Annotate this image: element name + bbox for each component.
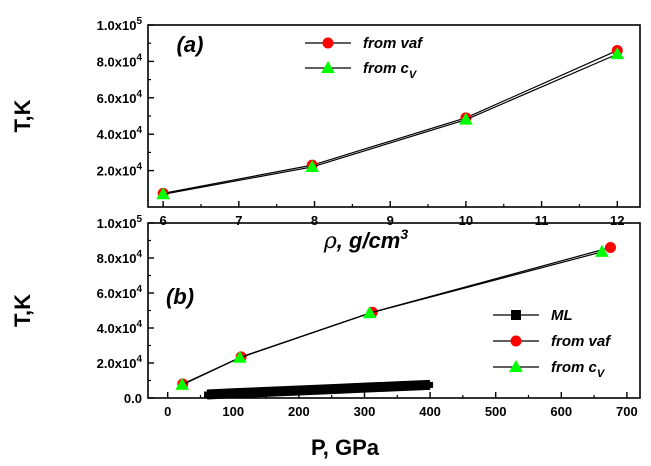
legend-label: from cV <box>363 60 418 81</box>
data-point <box>459 112 473 125</box>
series-line <box>181 251 603 386</box>
series-line <box>182 246 611 385</box>
x-tick-label: 7 <box>235 213 242 228</box>
data-point <box>595 244 609 257</box>
panel-label-b: (b) <box>166 284 194 309</box>
legend-a: from vaf from cV <box>305 35 424 81</box>
x-tick-label: 10 <box>459 213 473 228</box>
series-b-1 <box>177 242 616 390</box>
y-axis-title: T,K <box>10 294 35 327</box>
data-point-ml <box>427 381 434 388</box>
x-axis-title: P, GPa <box>311 435 380 460</box>
data-point <box>175 377 189 390</box>
legend-marker <box>511 310 521 320</box>
data-point <box>305 159 320 172</box>
data-point <box>362 306 377 319</box>
data-point <box>610 47 625 60</box>
y-tick-label: 8.0x104 <box>97 249 143 266</box>
legend-label: from cV <box>551 359 606 380</box>
x-tick-label: 8 <box>311 213 318 228</box>
y-tick-label: 8.0x104 <box>97 52 143 69</box>
x-axis-title: ρ, g/cm3 <box>323 226 409 254</box>
panel-b: 0 100 200 300 400 500 600 700 0.0 2.0x104 4.0x104 6… <box>10 214 641 460</box>
data-point-ml <box>361 384 368 391</box>
x-tick-label: 400 <box>419 404 441 419</box>
legend-marker <box>322 37 334 49</box>
plot-frame-a <box>147 24 641 208</box>
y-tick-label: 2.0x104 <box>97 354 143 371</box>
series-a-1 <box>156 47 625 200</box>
y-tick-label: 2.0x104 <box>97 162 143 179</box>
panel-a: 6 7 8 9 10 11 12 2.0x104 4.0x104 6.0x104 8.0x104 1.… <box>10 16 641 254</box>
legend-label: from vaf <box>551 333 612 350</box>
x-tick-label: 11 <box>535 213 549 228</box>
legend-b: ML from vaf from cV <box>493 307 612 380</box>
legend-label: ML <box>551 307 573 324</box>
y-tick-label: 4.0x104 <box>97 319 143 336</box>
data-point <box>232 350 247 363</box>
legend-label: from vaf <box>363 35 424 52</box>
legend-marker <box>510 335 522 347</box>
x-tick-label: 700 <box>616 404 638 419</box>
series-line <box>163 49 618 194</box>
legend-marker <box>509 359 523 372</box>
y-tick-label: 0.0 <box>124 391 142 406</box>
data-point-ml <box>230 390 237 397</box>
x-tick-label: 500 <box>485 404 507 419</box>
y-tick-label: 6.0x104 <box>97 89 143 106</box>
data-point <box>156 187 171 200</box>
data-point-ml <box>204 391 211 398</box>
x-tick-label: 0 <box>164 404 171 419</box>
data-point <box>604 242 616 253</box>
y-tick-label: 1.0x105 <box>97 214 143 231</box>
data-point-ml <box>295 387 302 394</box>
ml-series-band <box>206 379 431 400</box>
x-tick-label: 600 <box>550 404 572 419</box>
series-b-2 <box>175 244 609 390</box>
series-line <box>163 53 618 195</box>
data-point-ml <box>263 388 270 395</box>
series-b-0 <box>204 379 434 400</box>
y-tick-label: 6.0x104 <box>97 284 143 301</box>
x-tick-label: 100 <box>222 404 244 419</box>
data-point-ml <box>328 386 335 393</box>
x-tick-label: 6 <box>160 213 167 228</box>
y-tick-label: 4.0x104 <box>97 125 143 142</box>
panel-label-a: (a) <box>177 32 204 57</box>
y-axis-title: T,K <box>10 99 35 132</box>
x-tick-label: 300 <box>354 404 376 419</box>
x-tick-label: 9 <box>387 213 394 228</box>
data-point-ml <box>394 383 401 390</box>
x-tick-label: 200 <box>288 404 310 419</box>
y-tick-label: 1.0x105 <box>97 16 143 33</box>
x-tick-label: 12 <box>610 213 624 228</box>
legend-marker <box>321 60 335 73</box>
